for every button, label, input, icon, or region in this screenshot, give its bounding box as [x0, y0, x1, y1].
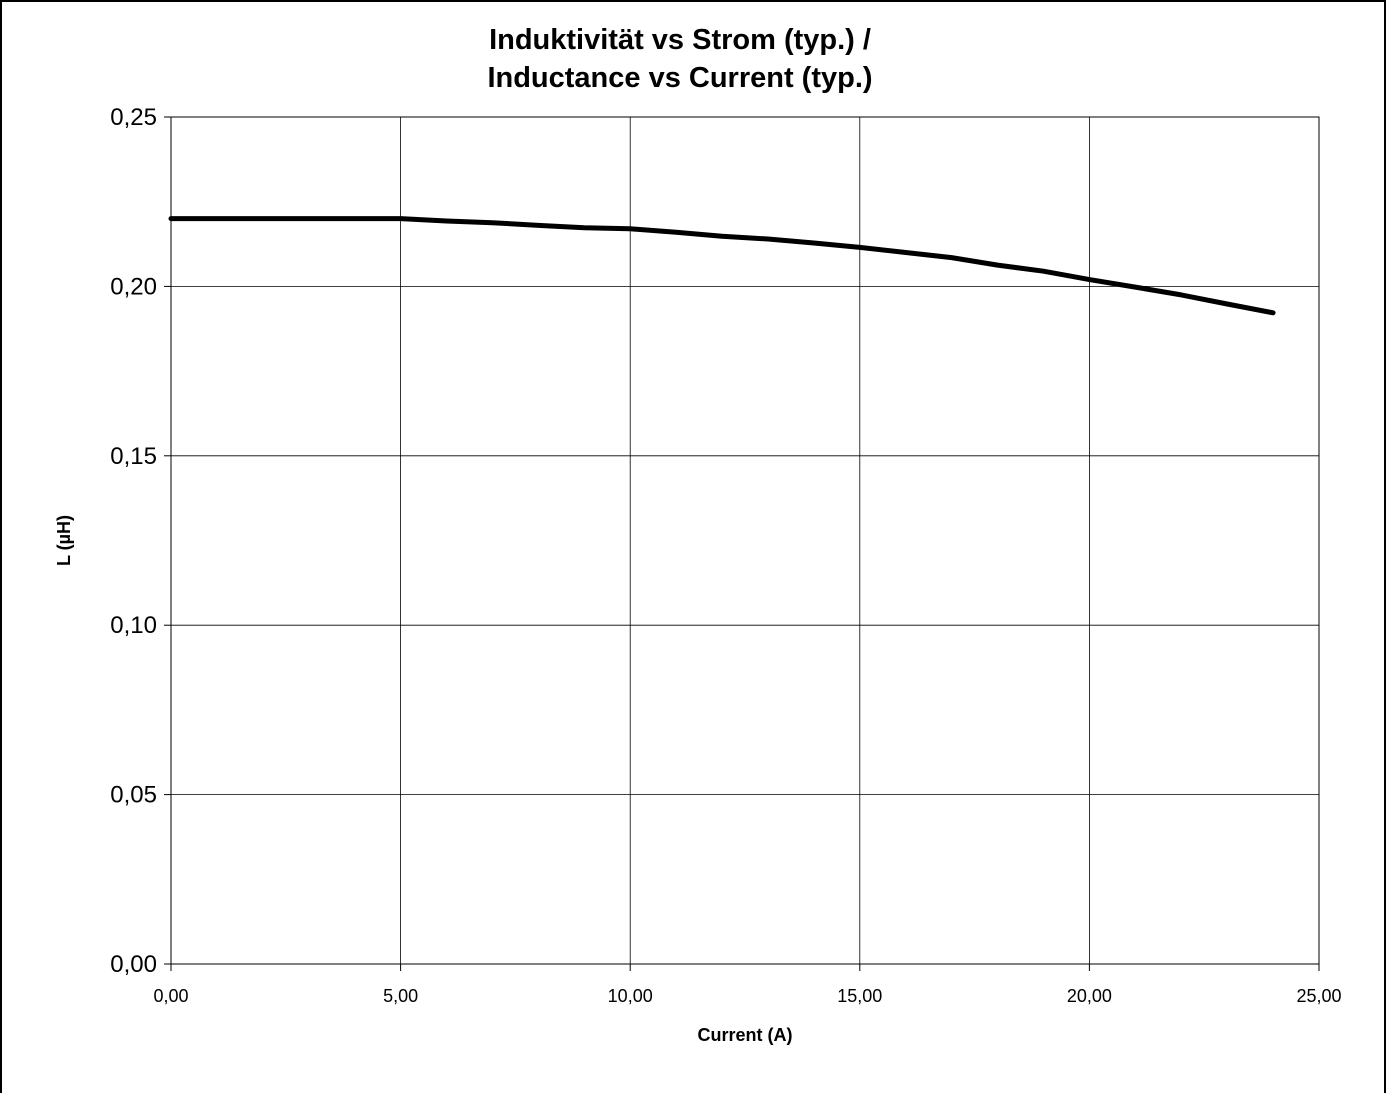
y-tick-label: 0,10 [110, 612, 157, 639]
x-tick-label: 20,00 [1067, 986, 1112, 1006]
x-tick-label: 15,00 [837, 986, 882, 1006]
x-tick-label: 5,00 [383, 986, 418, 1006]
chart-title-line2: Inductance vs Current (typ.) [487, 62, 873, 94]
x-tick-label: 0,00 [153, 986, 188, 1006]
y-axis-title: L (µH) [54, 515, 74, 566]
series-line [168, 216, 1276, 316]
y-tick-label: 0,00 [110, 951, 157, 978]
y-tick-label: 0,15 [110, 443, 157, 470]
y-tick-label: 0,25 [110, 104, 157, 131]
x-tick-label: 10,00 [608, 986, 653, 1006]
y-tick-label: 0,20 [110, 273, 157, 300]
x-tick-label: 25,00 [1296, 986, 1341, 1006]
x-axis-title: Current (A) [698, 1025, 793, 1045]
plot-area-border [170, 116, 1320, 965]
tick-layer: 0,00 5,00 10,00 15,00 20,00 25,00 0,00 0,05 0,10… [110, 104, 1341, 1006]
series-layer [168, 216, 1276, 316]
y-tick-label: 0,05 [110, 782, 157, 809]
grid-layer [171, 117, 1319, 964]
chart-title-line1: Induktivität vs Strom (typ.) / [489, 24, 871, 56]
